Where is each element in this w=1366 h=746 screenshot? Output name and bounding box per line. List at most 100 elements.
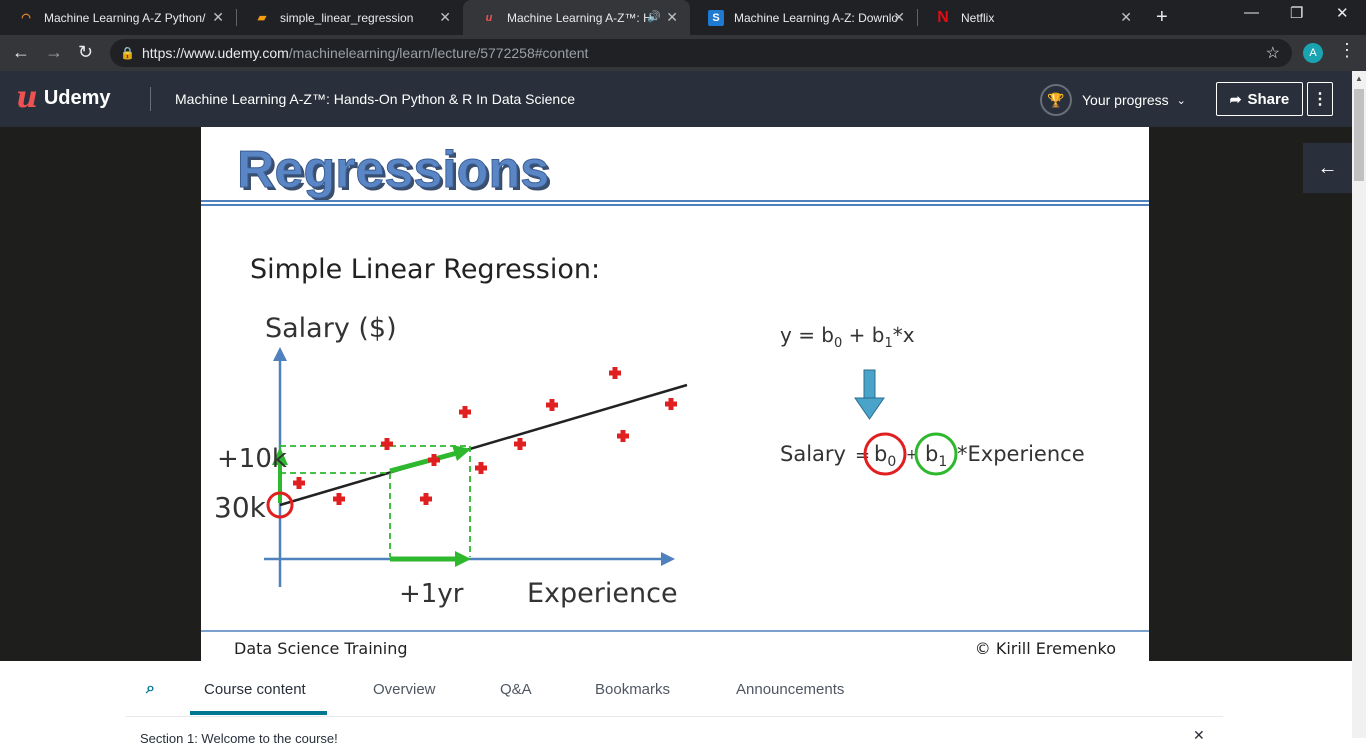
- data-point-marker: [428, 454, 440, 466]
- slope-arrow-head: [452, 445, 471, 461]
- down-arrow-icon: [854, 397, 885, 420]
- browser-tab-1[interactable]: ◠ Machine Learning A-Z Python/ ✕: [0, 0, 236, 35]
- forward-icon[interactable]: →: [45, 42, 63, 62]
- tab-title: Machine Learning A-Z: Downlo: [734, 10, 899, 25]
- ten-k-arrow-head: [272, 447, 288, 465]
- restore-icon[interactable]: ❐: [1290, 5, 1304, 22]
- slide-title-shadow: Regressions: [240, 144, 552, 202]
- new-tab-icon[interactable]: +: [1156, 6, 1168, 28]
- data-point-marker: [514, 438, 526, 450]
- browser-tab-2[interactable]: ▰ simple_linear_regression ✕: [236, 0, 463, 35]
- scrollbar-thumb[interactable]: [1354, 89, 1364, 181]
- course-title[interactable]: Machine Learning A-Z™: Hands-On Python &…: [175, 91, 575, 107]
- s-favicon-icon: S: [708, 9, 724, 26]
- udemy-logo[interactable]: u Udemy: [16, 83, 111, 113]
- udemy-favicon-icon: ◠: [21, 12, 31, 24]
- data-point-marker: [609, 367, 621, 379]
- close-icon[interactable]: ✕: [212, 9, 224, 25]
- data-point-marker: [617, 430, 629, 442]
- tab-title: Machine Learning A-Z Python/: [44, 10, 206, 25]
- close-icon[interactable]: ✕: [893, 9, 905, 25]
- course-header: u Udemy Machine Learning A-Z™: Hands-On …: [0, 71, 1352, 127]
- browser-toolbar: ← → ↻ 🔒 https://www.udemy.com/machinelea…: [0, 35, 1366, 71]
- y-axis-label: Salary ($): [265, 313, 397, 344]
- tabs-divider: [126, 716, 1223, 717]
- browser-tab-3[interactable]: u Machine Learning A-Z™: H 🔊 ✕: [463, 0, 690, 35]
- header-divider: [150, 87, 151, 111]
- data-point-marker: [665, 398, 677, 410]
- browser-tab-5[interactable]: N Netflix ✕: [917, 0, 1144, 35]
- share-button[interactable]: ➦ Share: [1216, 82, 1303, 116]
- browser-tab-4[interactable]: S Machine Learning A-Z: Downlo ✕: [690, 0, 917, 35]
- intercept-marker: [266, 491, 294, 519]
- lecture-slide: Regressions Regressions Simple Linear Re…: [201, 127, 1149, 661]
- udemy-logo-icon: u: [16, 80, 38, 115]
- close-icon[interactable]: ✕: [666, 9, 678, 25]
- minimize-icon[interactable]: —: [1244, 4, 1259, 21]
- share-icon: ➦: [1229, 90, 1242, 107]
- sidebar-toggle-button[interactable]: ←: [1303, 143, 1352, 193]
- data-point-marker: [546, 399, 558, 411]
- slope-arrow: [389, 450, 458, 474]
- browser-menu-icon[interactable]: ⋮: [1338, 40, 1356, 60]
- one-year-arrow-head: [455, 551, 471, 567]
- close-window-icon[interactable]: ✕: [1336, 5, 1349, 22]
- x-axis-arrow: [661, 552, 675, 566]
- data-point-marker: [420, 493, 432, 505]
- section-title[interactable]: Section 1: Welcome to the course!: [140, 731, 338, 746]
- trophy-icon: 🏆: [1040, 84, 1072, 116]
- scroll-up-icon[interactable]: ▲: [1355, 74, 1363, 83]
- down-arrow-shaft: [863, 369, 876, 401]
- tab-announcements[interactable]: Announcements: [736, 681, 845, 698]
- reload-icon[interactable]: ↻: [78, 42, 94, 62]
- label-plus-10k: +10k: [217, 444, 287, 474]
- slide-title: Regressions: [237, 141, 549, 199]
- video-player[interactable]: Regressions Regressions Simple Linear Re…: [0, 127, 1352, 661]
- chevron-down-icon: ⌄: [1176, 94, 1186, 107]
- tab-overview[interactable]: Overview: [373, 681, 436, 698]
- tab-title: simple_linear_regression: [280, 10, 414, 25]
- bookmark-star-icon[interactable]: ☆: [1265, 45, 1280, 62]
- brand-name: Udemy: [43, 86, 111, 109]
- back-icon[interactable]: ←: [12, 42, 30, 62]
- active-tab-indicator: [190, 711, 327, 715]
- share-label: Share: [1247, 90, 1290, 108]
- formula-plus: +: [906, 447, 918, 463]
- arrow-left-icon: ←: [1317, 156, 1338, 179]
- tab-course-content[interactable]: Course content: [204, 681, 306, 698]
- y-axis-arrow: [273, 347, 287, 361]
- data-point-marker: [459, 406, 471, 418]
- x-axis-label: Experience: [527, 578, 678, 609]
- b0-circle: [863, 432, 907, 476]
- lock-icon: 🔒: [120, 46, 135, 60]
- slide-canvas: Regressions Regressions Simple Linear Re…: [201, 141, 1149, 658]
- footer-left: Data Science Training: [234, 639, 408, 658]
- notebook-favicon-icon: ▰: [257, 12, 267, 24]
- tab-bookmarks[interactable]: Bookmarks: [595, 681, 671, 698]
- page-scrollbar[interactable]: ▲: [1352, 71, 1366, 738]
- udemy-favicon-icon: u: [485, 11, 493, 24]
- formula-rest: *Experience: [957, 442, 1085, 466]
- browser-tab-strip: ◠ Machine Learning A-Z Python/ ✕ ▰ simpl…: [0, 0, 1366, 35]
- speaker-icon[interactable]: 🔊: [647, 11, 661, 23]
- data-points: [293, 367, 677, 505]
- label-30k: 30k: [214, 491, 267, 524]
- progress-label: Your progress: [1082, 92, 1169, 108]
- slope-guides: [280, 445, 471, 557]
- regression-line: [279, 383, 688, 507]
- equation: y = b0 + b1*x: [780, 323, 915, 351]
- data-point-marker: [333, 493, 345, 505]
- more-options-button[interactable]: ⋮: [1307, 82, 1333, 116]
- close-icon[interactable]: ✕: [439, 9, 451, 25]
- search-icon[interactable]: ⌕: [146, 680, 155, 697]
- tab-qa[interactable]: Q&A: [500, 681, 532, 698]
- formula-salary: Salary: [780, 442, 846, 466]
- data-point-marker: [381, 438, 393, 450]
- address-bar[interactable]: 🔒 https://www.udemy.com/machinelearning/…: [110, 39, 1292, 67]
- b1-circle: [914, 432, 958, 476]
- profile-avatar[interactable]: A: [1303, 43, 1323, 63]
- url-text: https://www.udemy.com/machinelearning/le…: [142, 45, 589, 61]
- close-icon[interactable]: ✕: [1120, 9, 1132, 25]
- close-icon[interactable]: ✕: [1193, 727, 1205, 743]
- progress-dropdown[interactable]: 🏆 Your progress ⌄: [1040, 84, 1186, 116]
